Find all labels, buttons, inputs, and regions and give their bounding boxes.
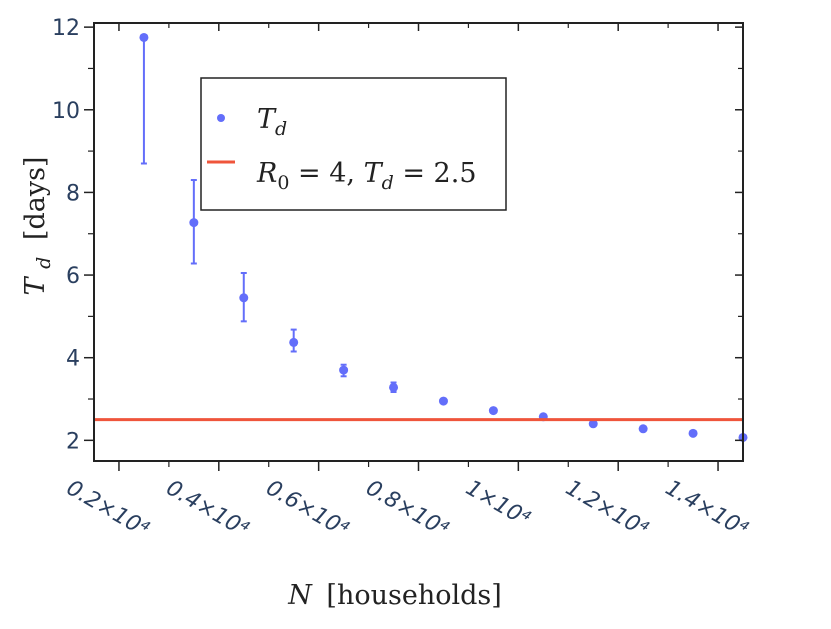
legend-label-fit-line: R0 = 4, Td = 2.5 (256, 158, 477, 194)
y-axis-title: T d [days] (20, 157, 57, 296)
y-axis-var: T (20, 275, 51, 295)
x-tick-label-4: 1×10⁴ (461, 476, 534, 532)
x-tick-label-5: 1.2×10⁴ (561, 476, 652, 543)
plot-marks (94, 32, 748, 442)
x-tick-label-0: 0.2×10⁴ (62, 476, 153, 543)
y-tick-label-1: 4 (66, 347, 80, 372)
y-axis-sub: d (33, 257, 55, 269)
legend-label-td: Td (257, 104, 287, 140)
data-point-11 (688, 428, 698, 438)
data-point-4 (339, 365, 349, 375)
y-tick-label-0: 2 (66, 429, 80, 454)
data-point-9 (588, 419, 598, 429)
data-point-1 (189, 218, 199, 228)
y-tick-label-4: 10 (52, 99, 80, 124)
x-axis-title: N [households] (287, 580, 502, 611)
legend: Td R0 = 4, Td = 2.5 (200, 77, 507, 211)
data-point-3 (289, 337, 299, 347)
data-point-10 (638, 424, 648, 434)
data-point-6 (438, 396, 448, 406)
x-tick-label-1: 0.4×10⁴ (162, 476, 253, 543)
y-tick-label-5: 12 (52, 16, 80, 41)
y-axis-unit: [days] (20, 157, 51, 241)
data-point-2 (239, 293, 249, 303)
x-axis-unit: [households] (326, 580, 501, 611)
data-point-7 (488, 406, 498, 416)
x-axis-var: N (287, 580, 313, 611)
x-tick-label-6: 1.4×10⁴ (661, 476, 752, 543)
data-point-5 (389, 382, 399, 392)
data-point-0 (139, 32, 149, 42)
x-tick-label-2: 0.6×10⁴ (262, 476, 353, 543)
axis-ticks (84, 23, 743, 471)
x-tick-label-3: 0.8×10⁴ (362, 476, 453, 543)
legend-box (200, 77, 507, 211)
legend-marker-td (217, 114, 225, 122)
y-tick-label-3: 8 (66, 181, 80, 206)
y-tick-label-2: 6 (66, 264, 80, 289)
